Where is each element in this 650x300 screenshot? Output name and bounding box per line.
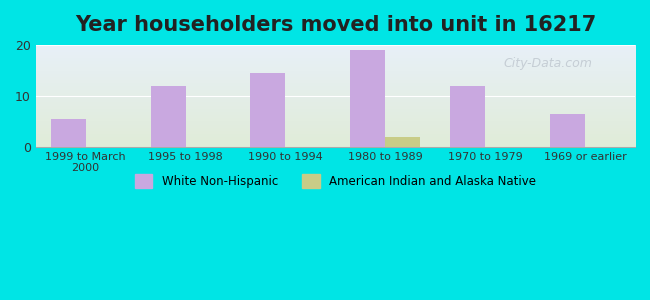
Bar [350, 50, 385, 147]
Legend: White Non-Hispanic, American Indian and Alaska Native: White Non-Hispanic, American Indian and … [129, 168, 542, 194]
Text: City-Data.com: City-Data.com [503, 57, 592, 70]
Bar [250, 73, 285, 147]
Bar [151, 85, 185, 147]
Bar [385, 136, 421, 147]
Bar [450, 85, 485, 147]
Bar [51, 119, 86, 147]
Bar [550, 114, 585, 147]
Title: Year householders moved into unit in 16217: Year householders moved into unit in 162… [75, 15, 596, 35]
